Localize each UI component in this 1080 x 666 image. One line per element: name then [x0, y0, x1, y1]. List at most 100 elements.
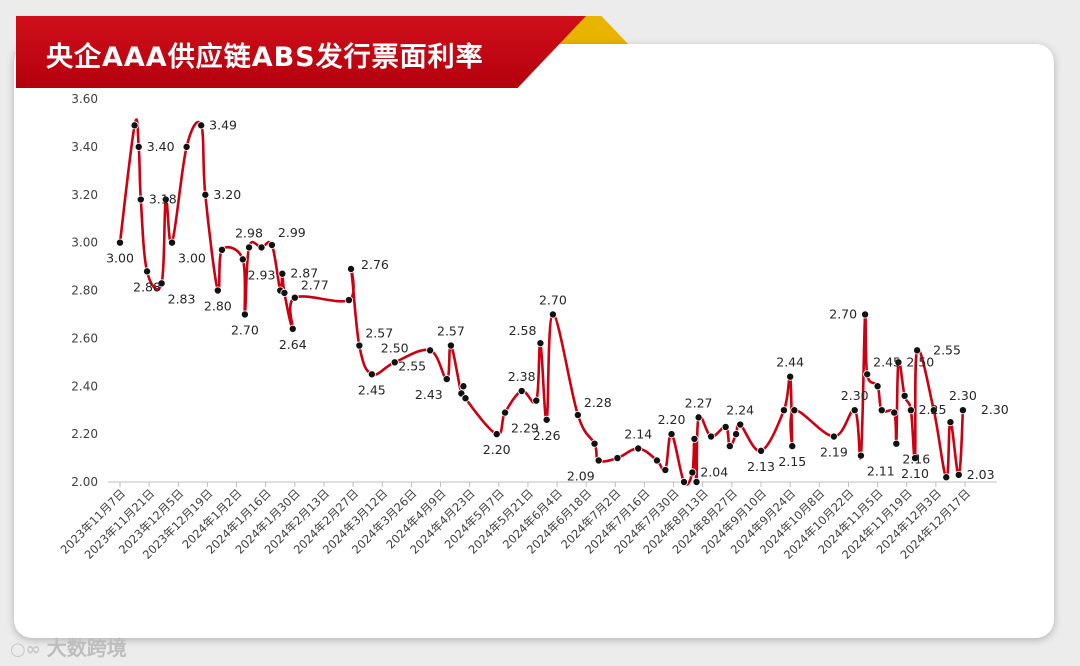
data-label: 2.70	[539, 292, 567, 307]
data-point	[367, 370, 376, 379]
data-point	[634, 444, 643, 453]
data-point	[900, 391, 909, 400]
data-point	[288, 324, 297, 333]
data-point	[667, 430, 676, 439]
data-point	[688, 468, 697, 477]
data-point	[877, 406, 886, 415]
data-label: 2.76	[361, 257, 389, 272]
data-label: 2.45	[873, 354, 901, 369]
data-point	[197, 121, 206, 130]
data-label: 2.50	[906, 354, 934, 369]
data-point	[892, 439, 901, 448]
data-point	[661, 466, 670, 475]
data-point	[116, 238, 125, 247]
data-point	[290, 293, 299, 302]
data-point	[690, 434, 699, 443]
data-label: 2.80	[204, 299, 232, 314]
data-label: 2.11	[867, 464, 895, 479]
data-label: 2.13	[747, 459, 775, 474]
data-label: 3.40	[147, 139, 175, 154]
data-point	[157, 279, 166, 288]
data-point	[757, 446, 766, 455]
data-point	[278, 269, 287, 278]
data-label: 2.16	[902, 452, 930, 467]
data-point	[911, 454, 920, 463]
data-point	[517, 387, 526, 396]
y-tick-label: 2.80	[71, 284, 98, 298]
data-point	[492, 430, 501, 439]
data-point	[954, 470, 963, 479]
y-tick-label: 3.00	[71, 236, 98, 250]
data-point	[707, 432, 716, 441]
data-point	[442, 375, 451, 384]
data-point	[894, 358, 903, 367]
data-label: 2.14	[624, 426, 652, 441]
data-point	[788, 442, 797, 451]
y-tick-label: 3.20	[71, 188, 98, 202]
data-point	[573, 410, 582, 419]
data-label: 2.20	[658, 412, 686, 427]
data-label: 2.29	[511, 421, 539, 436]
data-label: 3.00	[106, 251, 134, 266]
data-point	[736, 420, 745, 429]
data-label: 2.55	[398, 358, 426, 373]
data-label: 2.27	[685, 395, 713, 410]
data-label: 3.20	[213, 187, 241, 202]
data-point	[280, 288, 289, 297]
data-point	[946, 418, 955, 427]
data-point	[347, 264, 356, 273]
data-point	[240, 310, 249, 319]
data-point	[548, 310, 557, 319]
data-label: 2.70	[231, 322, 259, 337]
data-label: 2.28	[584, 395, 612, 410]
data-point	[245, 243, 254, 252]
data-label: 2.38	[508, 369, 536, 384]
data-point	[779, 406, 788, 415]
data-label: 2.25	[919, 402, 947, 417]
data-point	[594, 456, 603, 465]
data-point	[942, 473, 951, 482]
data-point	[134, 142, 143, 151]
y-tick-label: 2.60	[71, 331, 98, 345]
data-label: 2.50	[381, 340, 409, 355]
data-point	[732, 430, 741, 439]
data-label: 2.26	[533, 428, 561, 443]
data-point	[680, 477, 689, 486]
data-label: 2.57	[437, 324, 465, 339]
data-label: 2.30	[981, 402, 1009, 417]
data-point	[168, 238, 177, 247]
data-label: 2.04	[700, 464, 728, 479]
data-point	[446, 341, 455, 350]
title-banner	[16, 16, 586, 88]
data-point	[613, 454, 622, 463]
data-point	[725, 442, 734, 451]
watermark: ○∞ 大数跨境	[10, 632, 127, 661]
data-label: 2.99	[278, 225, 306, 240]
y-tick-label: 3.40	[71, 140, 98, 154]
data-point	[850, 406, 859, 415]
data-point	[238, 255, 247, 264]
data-label: 2.58	[509, 323, 537, 338]
data-label: 3.18	[149, 192, 177, 207]
data-point	[390, 358, 399, 367]
data-label: 3.49	[209, 117, 237, 132]
data-point	[501, 408, 510, 417]
data-label: 2.44	[776, 355, 804, 370]
data-point	[257, 243, 266, 252]
data-point	[790, 406, 799, 415]
data-label: 2.88	[133, 279, 161, 294]
data-point	[267, 241, 276, 250]
data-point	[861, 310, 870, 319]
data-point	[130, 121, 139, 130]
data-label: 2.57	[365, 326, 393, 341]
data-label: 2.70	[829, 306, 857, 321]
data-point	[161, 195, 170, 204]
data-point	[906, 406, 915, 415]
data-label: 2.10	[901, 466, 929, 481]
data-point	[890, 408, 899, 417]
data-label: 2.93	[248, 267, 276, 282]
data-label: 2.30	[949, 388, 977, 403]
data-label: 2.20	[483, 442, 511, 457]
data-point	[136, 195, 145, 204]
